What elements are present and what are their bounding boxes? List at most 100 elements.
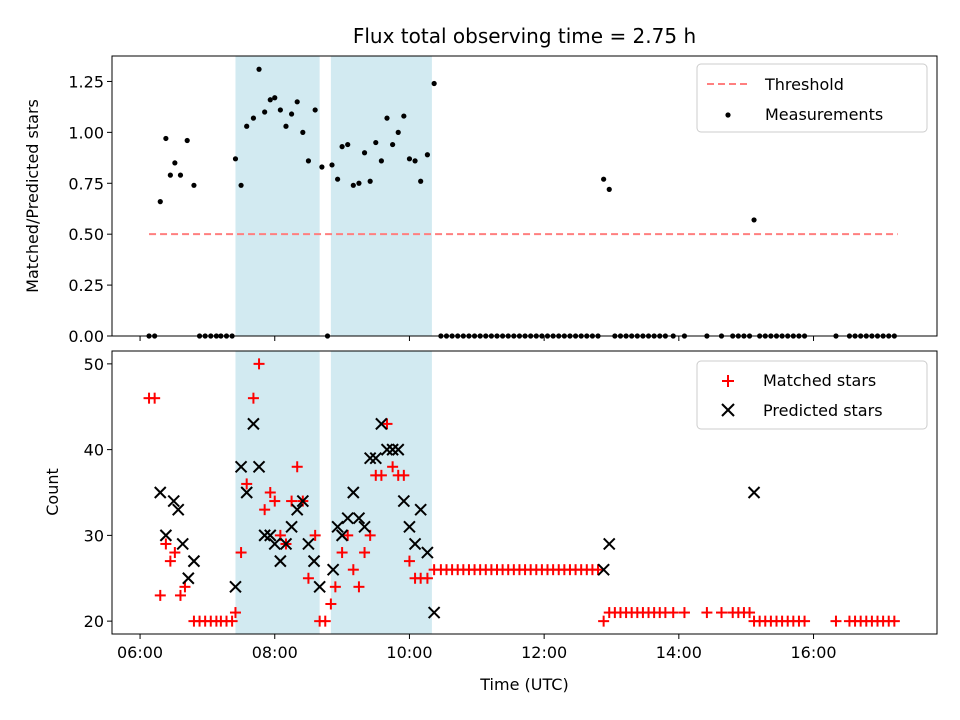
ratio-ytick-label: 0.25 (68, 276, 104, 295)
measurement-point (300, 129, 306, 135)
predicted-star-point (358, 520, 371, 534)
measurement-point (277, 107, 283, 113)
ratio-shaded-region (330, 56, 432, 336)
ratio-ytick-label: 0.50 (68, 225, 104, 244)
predicted-star-point (403, 520, 416, 534)
predicted-star-point (603, 537, 616, 551)
matched-star-point (302, 572, 314, 584)
measurement-point (184, 137, 190, 144)
matched-star-point (830, 615, 842, 627)
matched-legend-swatch (722, 375, 734, 387)
predicted-star-point (331, 520, 344, 534)
matched-star-point (799, 615, 811, 627)
matched-star-point (701, 607, 713, 619)
matched-star-point (375, 469, 387, 481)
predicted-star-point (296, 494, 310, 508)
measurement-point (751, 217, 757, 223)
predicted-star-point (285, 520, 298, 534)
predicted-star-point (352, 512, 366, 525)
matched-star-point (174, 589, 186, 601)
predicted-star-point (279, 537, 293, 551)
measurement-point (373, 139, 379, 146)
measurement-point (367, 178, 373, 184)
counts-ytick-label: 20 (84, 612, 104, 631)
measurement-point (606, 186, 612, 192)
measurement-point (267, 97, 273, 103)
predicted-star-point (187, 554, 201, 568)
counts-xtick-label: 08:00 (252, 643, 298, 662)
ratio-ylabel: Matched/Predicted stars (23, 99, 42, 293)
measurement-point (272, 95, 278, 101)
measurement-point (390, 141, 396, 148)
measurement-point (350, 182, 356, 188)
predicted-star-point (252, 460, 266, 473)
counts-axes: 20 30 40 50 06:00 08:00 10:00 12:00 14:00 16:00 (84, 350, 938, 662)
predicted-star-point (264, 529, 277, 542)
measurement-point (256, 66, 262, 72)
predicted-star-point (159, 529, 173, 542)
measurement-point (329, 162, 335, 168)
measurement-point (339, 144, 345, 150)
counts-star-points (143, 358, 900, 627)
predicted-star-point (421, 546, 434, 559)
matched-star-point (329, 581, 341, 593)
measurement-point (305, 158, 312, 164)
predicted-legend-label: Predicted stars (763, 401, 883, 420)
matched-star-point (264, 487, 276, 498)
matched-star-point (291, 461, 303, 473)
predicted-star-point (240, 486, 253, 499)
predicted-star-point (326, 563, 340, 576)
matched-star-point (259, 504, 271, 516)
matched-star-point (387, 461, 399, 473)
measurement-point (384, 115, 390, 121)
matched-star-point (715, 607, 727, 619)
measurement-point (288, 111, 295, 117)
counts-shaded-regions (235, 351, 432, 634)
measurement-point (345, 141, 351, 148)
matched-star-point (403, 555, 415, 567)
measurements-legend-label: Measurements (765, 105, 883, 124)
measurement-point (418, 178, 424, 184)
predicted-star-point (176, 537, 189, 551)
predicted-star-point (427, 606, 441, 619)
matched-star-point (235, 547, 247, 559)
measurement-point (431, 80, 437, 87)
predicted-star-point (392, 443, 405, 456)
matched-star-point (154, 589, 166, 601)
predicted-star-point (341, 512, 354, 525)
matched-star-point (164, 555, 176, 567)
measurement-point (601, 176, 607, 182)
predicted-star-point (347, 486, 360, 499)
predicted-star-point (597, 563, 610, 576)
measurement-point (412, 158, 418, 164)
ratio-legend-box (696, 63, 928, 133)
predicted-star-point (167, 494, 180, 508)
measurement-point (232, 156, 239, 162)
measurement-point (312, 107, 318, 113)
predicted-star-point (290, 503, 304, 516)
measurement-point (319, 164, 325, 170)
predicted-star-point (369, 451, 382, 465)
matched-star-point (598, 615, 610, 627)
matched-star-point (336, 547, 348, 559)
predicted-star-point (747, 486, 761, 499)
measurement-point (335, 176, 341, 182)
matched-star-point (592, 564, 604, 576)
matched-star-point (179, 581, 191, 593)
measurement-point (424, 152, 431, 158)
matched-star-point (744, 607, 756, 619)
measurement-point (238, 182, 244, 188)
predicted-star-point (182, 572, 195, 585)
predicted-star-point (234, 460, 248, 473)
measurement-point (167, 172, 173, 178)
matched-star-point (241, 478, 253, 490)
threshold-legend-label: Threshold (764, 75, 844, 94)
matched-star-point (381, 418, 393, 430)
measurement-point (406, 156, 413, 162)
measurement-point (191, 182, 197, 188)
counts-ytick-label: 30 (84, 526, 104, 545)
measurement-point (157, 199, 163, 205)
ratio-shaded-regions (235, 56, 432, 336)
matched-star-point (325, 598, 337, 610)
counts-ytick-label: 50 (84, 355, 104, 374)
